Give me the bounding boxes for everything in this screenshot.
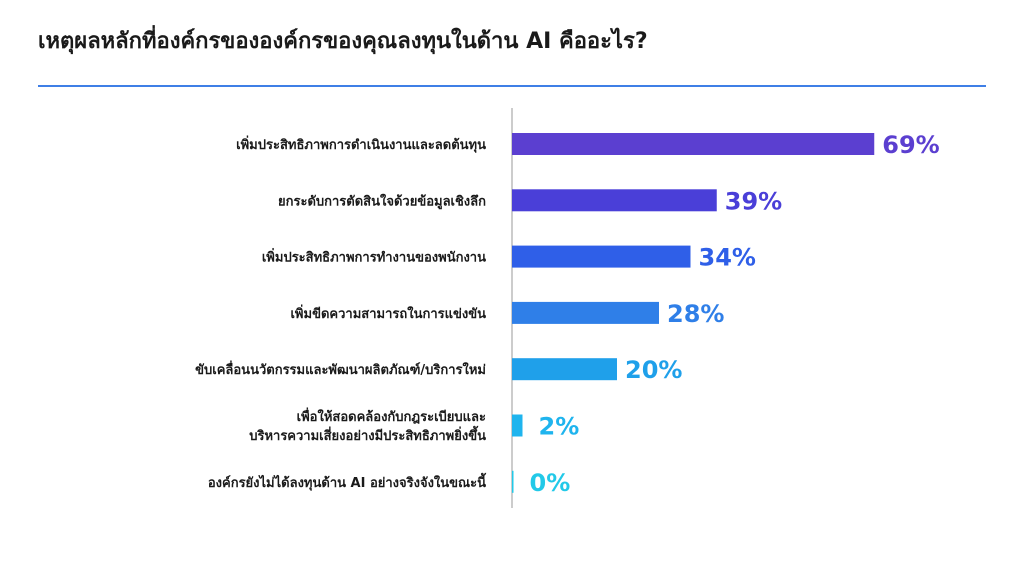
value-label-3: 28% (667, 300, 724, 328)
category-label-3: เพิ่มขีดความสามารถในการแข่งขัน (290, 304, 486, 322)
bar-6 (512, 470, 514, 493)
value-label-1: 39% (725, 187, 782, 215)
value-label-6: 0% (530, 469, 571, 497)
value-label-2: 34% (699, 244, 756, 272)
title-divider (38, 85, 986, 87)
bar-1 (512, 189, 717, 212)
category-label-6: องค์กรยังไม่ได้ลงทุนด้าน AI อย่างจริงจัง… (208, 472, 487, 491)
bar-2 (512, 245, 691, 268)
category-label-0: เพิ่มประสิทธิภาพการดำเนินงานและลดต้นทุน (236, 135, 486, 153)
value-label-0: 69% (882, 131, 939, 159)
bar-3 (512, 301, 659, 324)
value-label-5: 2% (539, 413, 580, 441)
value-label-4: 20% (625, 356, 682, 384)
bar-4 (512, 358, 617, 381)
category-label-2: เพิ่มประสิทธิภาพการทำงานของพนักงาน (262, 248, 486, 266)
bar-5 (512, 414, 523, 437)
category-label-5-line-0: เพื่อให้สอดคล้องกับกฎระเบียบและ (297, 407, 486, 425)
category-label-4: ขับเคลื่อนนวัตกรรมและพัฒนาผลิตภัณฑ์/บริก… (195, 360, 486, 378)
page-title: เหตุผลหลักที่องค์กรขององค์กรของคุณลงทุนใ… (38, 29, 648, 54)
category-label-5-line-1: บริหารความเสี่ยงอย่างมีประสิทธิภาพยิ่งขึ… (249, 425, 486, 444)
category-label-1: ยกระดับการตัดสินใจด้วยข้อมูลเชิงลึก (278, 192, 486, 209)
bar-0 (512, 133, 875, 155)
